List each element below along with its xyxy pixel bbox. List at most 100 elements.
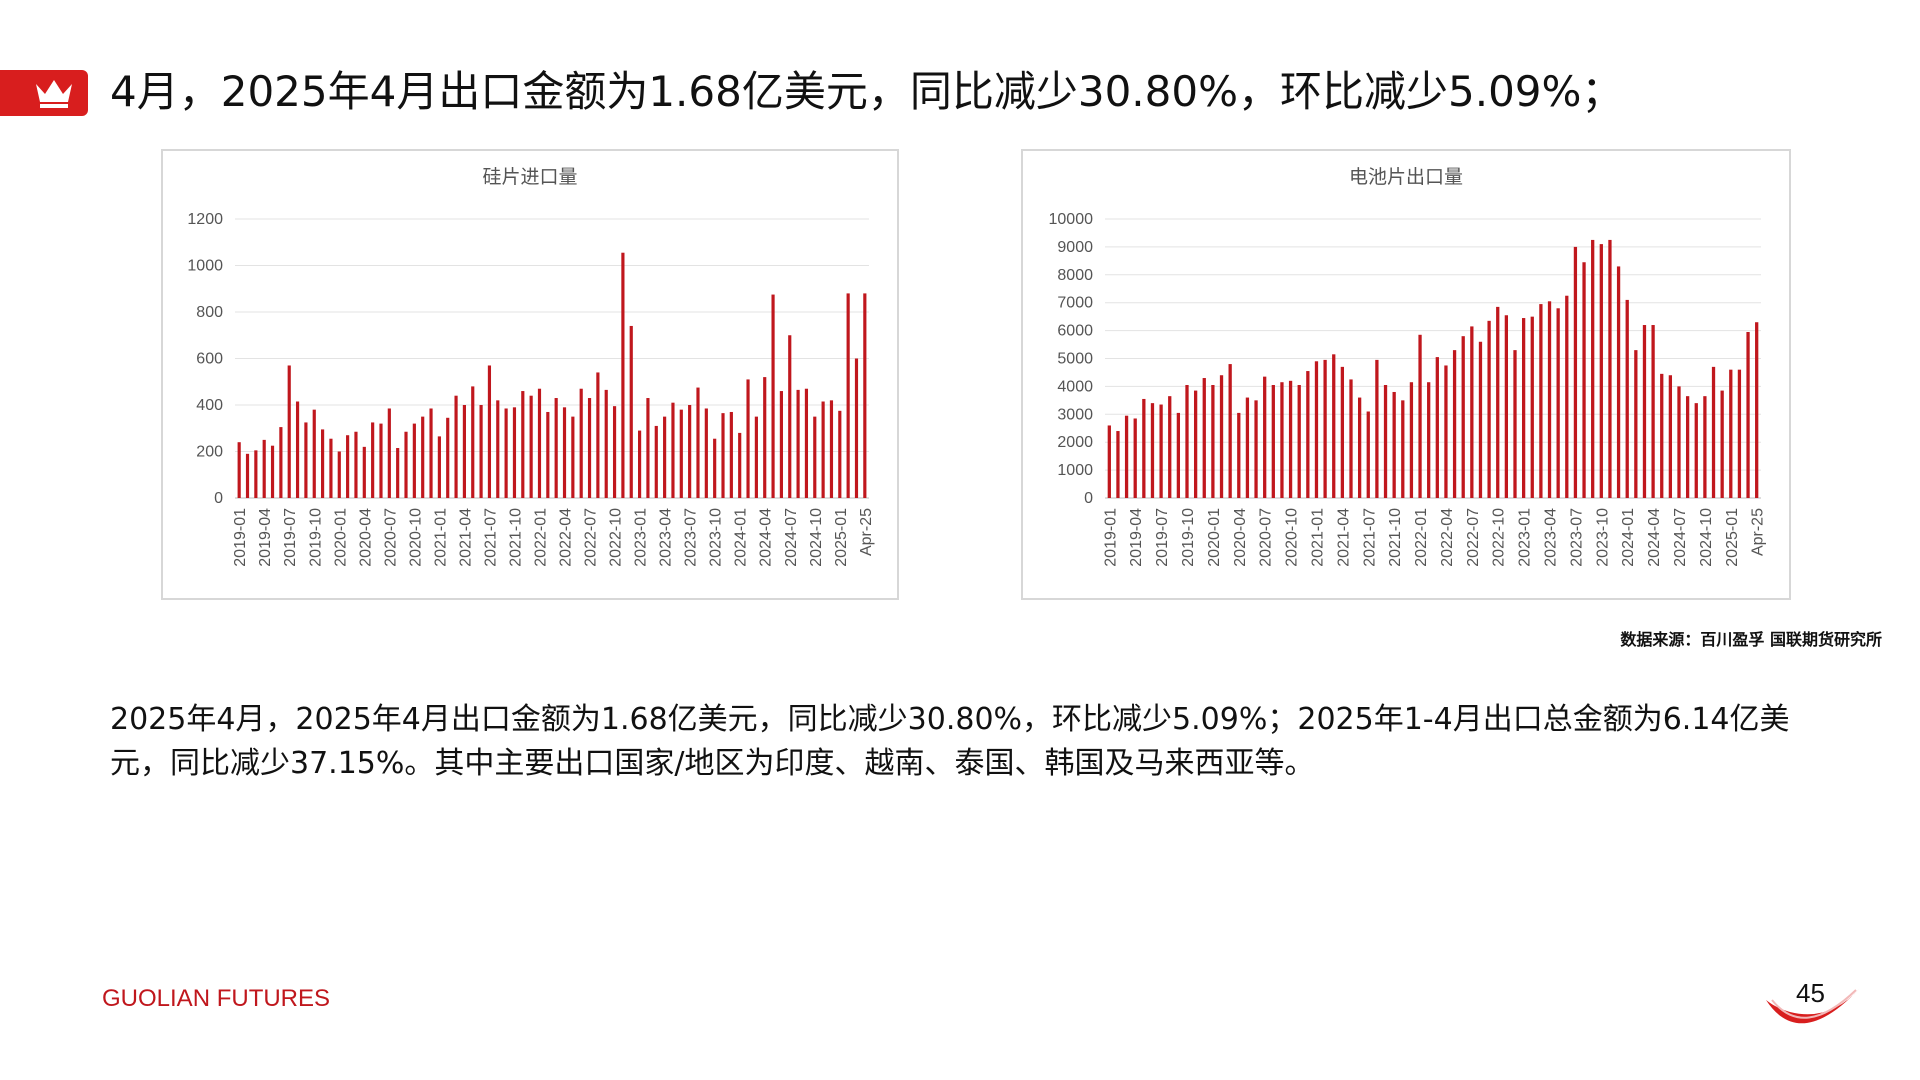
bar: [1677, 386, 1681, 498]
bar: [863, 293, 867, 498]
x-tick-label: 2024-07: [783, 508, 800, 567]
x-tick-label: 2021-01: [1309, 508, 1326, 567]
bar: [1720, 390, 1724, 498]
bar: [1314, 361, 1319, 498]
bar: [1478, 341, 1483, 498]
bar: [679, 409, 683, 498]
bar: [1608, 239, 1612, 499]
bar: [746, 379, 750, 498]
bar: [1263, 376, 1267, 498]
bar: [1211, 385, 1215, 498]
bar: [1288, 380, 1293, 498]
bar: [1168, 396, 1172, 498]
bar: [554, 398, 558, 498]
x-tick-label: 2019-10: [307, 508, 324, 567]
bar: [1703, 396, 1707, 498]
bar: [1332, 354, 1336, 498]
bar: [404, 431, 408, 498]
chart-title: 电池片出口量: [1349, 166, 1463, 188]
x-tick-label: 2023-10: [1594, 508, 1611, 567]
brand-main: GUOLIAN: [102, 985, 211, 1012]
bar: [638, 430, 642, 498]
y-tick-label: 8000: [1057, 267, 1093, 284]
bar: [1176, 412, 1181, 498]
x-tick-label: 2019-10: [1180, 508, 1197, 567]
x-tick-label: 2023-07: [1568, 508, 1585, 567]
bar: [821, 401, 825, 498]
bar: [1392, 391, 1396, 498]
bar: [612, 406, 617, 498]
x-tick-label: 2024-10: [1698, 508, 1715, 567]
x-tick-label: 2021-01: [432, 508, 449, 567]
x-tick-label: 2023-04: [1543, 508, 1560, 567]
bar: [1271, 385, 1275, 498]
bar: [1193, 390, 1198, 498]
bar: [1599, 244, 1603, 498]
bar: [704, 408, 708, 498]
x-tick-label: 2024-07: [1672, 508, 1689, 567]
bar: [1737, 369, 1742, 498]
bar: [1565, 295, 1569, 498]
x-tick-label: 2023-01: [1517, 508, 1534, 567]
bar: [1755, 322, 1759, 498]
x-tick-label: 2021-07: [1361, 508, 1378, 567]
bar: [1323, 359, 1327, 498]
bar: [838, 410, 842, 498]
bar: [1504, 315, 1509, 498]
y-tick-label: 0: [1084, 490, 1093, 507]
bar: [829, 400, 834, 498]
bar: [1547, 301, 1552, 498]
bar: [1254, 400, 1258, 498]
bar: [1159, 404, 1163, 498]
bar: [713, 438, 717, 498]
bar: [1133, 418, 1137, 498]
bar: [771, 294, 775, 498]
bar: [1573, 246, 1578, 498]
bar: [1280, 382, 1284, 498]
bar: [571, 416, 575, 498]
bar: [1185, 385, 1189, 498]
bar: [1142, 398, 1146, 498]
bar: [1729, 369, 1733, 498]
bar: [304, 422, 308, 498]
silicon-wafer-import-chart: 硅片进口量 0 200 400 600 800 1000 1200 2019-01 2019-04…: [161, 149, 899, 600]
bar: [1634, 350, 1638, 498]
y-tick-label: 1000: [187, 258, 223, 275]
bar: [1651, 325, 1655, 498]
body-paragraph: 2025年4月，2025年4月出口金额为1.68亿美元，同比减少30.80%，环…: [110, 702, 1790, 781]
bar: [245, 453, 250, 498]
bar: [337, 451, 341, 498]
bar: [1521, 318, 1526, 498]
x-tick-label: Apr-25: [858, 508, 875, 556]
bar: [1746, 331, 1750, 498]
x-tick-label: 2024-04: [1646, 508, 1663, 567]
bar: [537, 388, 542, 498]
bar: [421, 416, 425, 498]
bar: [1228, 364, 1232, 498]
bar: [721, 413, 725, 498]
x-tick-label: 2025-01: [1724, 508, 1741, 567]
x-tick-label: 2022-10: [608, 508, 625, 567]
brand-sub: FUTURES: [210, 985, 331, 1012]
bar: [462, 405, 466, 498]
y-tick-label: 800: [196, 304, 223, 321]
bar: [521, 391, 525, 498]
y-tick-label: 600: [196, 351, 223, 368]
bar: [1487, 320, 1491, 498]
footer-brand-logo: GUOLIAN FUTURES: [102, 985, 330, 1013]
x-tick-label: 2021-07: [482, 508, 499, 567]
x-tick-label: 2021-10: [507, 508, 524, 567]
x-tick-label: 2021-10: [1387, 508, 1404, 567]
bar: [779, 391, 783, 498]
bar: [1340, 366, 1345, 498]
chart-svg-2: 电池片出口量 0 1000 2000 3000 4000 5000 6000 7000 8000 9…: [1049, 166, 1767, 567]
bar: [1496, 306, 1500, 498]
x-tick-label: 2022-10: [1491, 508, 1508, 567]
bar: [429, 408, 433, 498]
y-tick-label: 200: [196, 444, 223, 461]
y-tick-label: 400: [196, 397, 223, 414]
bar: [621, 252, 625, 498]
bar: [846, 293, 850, 498]
bar: [1306, 371, 1310, 498]
x-tick-label: 2020-10: [407, 508, 424, 567]
